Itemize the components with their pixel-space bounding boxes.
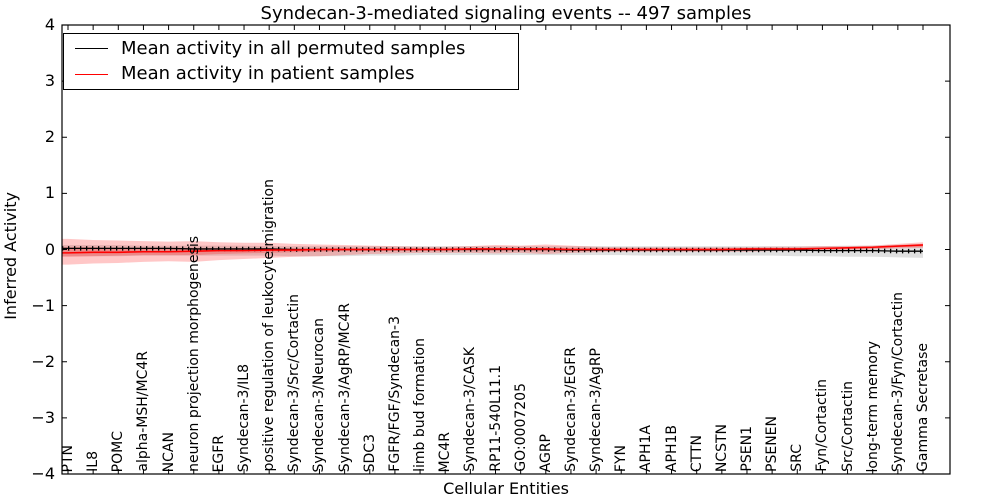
x-tick-label: GO:0007205: [512, 383, 529, 472]
legend-line-sample-red: [75, 73, 108, 75]
x-tick-label: Gamma Secretase: [915, 343, 931, 472]
x-tick-label: Syndecan-3/AgRP/MC4R: [336, 302, 353, 472]
x-tick-label: Syndecan-3/Fyn/Cortactin: [889, 291, 906, 472]
x-tick-label: NCAN: [160, 431, 177, 472]
x-tick-label: Syndecan-3/Neurocan: [311, 317, 328, 473]
x-tick-label: PSEN1: [738, 426, 755, 472]
x-tick-label: Syndecan-3/Src/Cortactin: [286, 293, 303, 472]
x-tick-label: Fyn/Cortactin: [814, 379, 831, 472]
x-tick-label: Syndecan-3/CASK: [462, 347, 479, 472]
legend-item-permuted: Mean activity in all permuted samples: [64, 37, 518, 61]
y-tick-label: 3: [44, 71, 55, 91]
x-tick-label: SRC: [789, 444, 806, 472]
y-tick-label: −3: [31, 407, 55, 427]
line-patient-mean: [62, 244, 924, 254]
y-tick-label: −4: [31, 464, 55, 483]
y-tick-label: −2: [31, 351, 55, 371]
x-tick-label: AGRP: [537, 433, 554, 472]
x-tick-label: SDC3: [361, 433, 378, 472]
x-tick-label: RP11-540L11.1: [487, 365, 504, 472]
x-tick-label: PSENEN: [764, 416, 781, 472]
x-tick-label: POMC: [110, 430, 127, 472]
legend-label-permuted: Mean activity in all permuted samples: [121, 37, 466, 59]
x-tick-label: PTN: [60, 444, 76, 472]
x-tick-label: positive regulation of leukocyte migrati…: [261, 179, 278, 472]
x-tick-label: FYN: [613, 444, 630, 472]
chart-title: Syndecan-3-mediated signaling events -- …: [260, 3, 752, 24]
confidence-bands: [62, 238, 923, 265]
legend-label-patient: Mean activity in patient samples: [121, 63, 415, 85]
x-tick-label: NCSTN: [713, 423, 730, 472]
patient-std-band-outer: [62, 238, 923, 265]
x-tick-label: Src/Cortactin: [839, 381, 856, 472]
permuted-std-band: [62, 243, 923, 258]
x-tick-label: MC4R: [437, 431, 454, 473]
y-tick-label: 0: [44, 239, 55, 259]
legend-line-sample-black: [75, 48, 108, 50]
axes-frame-and-ticks: [61, 24, 951, 475]
y-tick-label: 1: [44, 183, 55, 203]
x-tick-label: APH1A: [638, 424, 655, 472]
x-tick-label: neuron projection morphogenesis: [185, 236, 202, 472]
x-tick-label: Syndecan-3/IL8: [236, 363, 253, 472]
x-tick-label: CTTN: [688, 434, 705, 472]
patient-std-band-inner: [62, 243, 923, 257]
legend-item-patient: Mean activity in patient samples: [64, 62, 518, 86]
mean-activity-lines: [62, 244, 924, 254]
x-tick-label: APH1B: [663, 424, 680, 472]
x-tick-label: Syndecan-3/AgRP: [588, 347, 605, 472]
x-tick-label: EGFR: [210, 434, 227, 472]
legend-box: Mean activity in all permuted samples Me…: [63, 33, 519, 90]
y-tick-label: −1: [31, 295, 55, 315]
x-tick-label: alpha-MSH/MC4R: [135, 351, 152, 472]
y-tick-label: 4: [44, 15, 55, 34]
x-tick-label: long-term memory: [864, 340, 881, 472]
x-tick-label: FGFR/FGF/Syndecan-3: [386, 316, 403, 472]
x-tick-label: Syndecan-3/EGFR: [562, 347, 579, 472]
y-tick-label: 2: [44, 127, 55, 147]
x-tick-label: limb bud formation: [412, 338, 429, 472]
x-tick-label: IL8: [85, 451, 102, 472]
x-axis-label: Cellular Entities: [443, 479, 569, 498]
